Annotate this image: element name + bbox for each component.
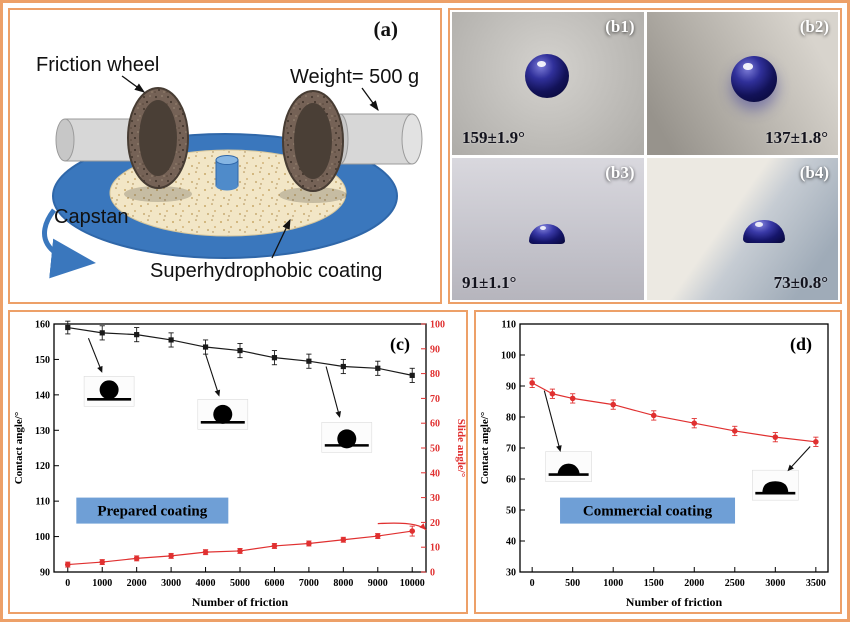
svg-text:90: 90 [506, 382, 516, 393]
svg-text:2000: 2000 [684, 578, 704, 589]
weight-label: Weight= 500 g [290, 66, 420, 88]
svg-text:50: 50 [506, 506, 516, 517]
center-pin [215, 155, 239, 191]
panel-a-schematic: Friction wheel Weight= 500 g Capstan Sup… [8, 8, 442, 304]
panel-b-photos: (b1) 159±1.9° (b2) 137±1.8° (b3) 91±1.1°… [448, 8, 842, 304]
water-droplet [525, 54, 569, 98]
svg-text:110: 110 [502, 320, 516, 331]
svg-text:100: 100 [430, 320, 445, 331]
svg-text:10000: 10000 [400, 578, 425, 589]
wheel-shadow [279, 187, 347, 203]
svg-text:3000: 3000 [161, 578, 181, 589]
svg-text:40: 40 [430, 468, 440, 479]
photo-b3: (b3) 91±1.1° [452, 157, 644, 300]
svg-text:500: 500 [565, 578, 580, 589]
apparatus-diagram [42, 75, 423, 279]
svg-text:160: 160 [35, 320, 50, 331]
contact-angle-value: 137±1.8° [765, 127, 828, 147]
svg-text:3000: 3000 [765, 578, 785, 589]
svg-text:150: 150 [35, 355, 50, 366]
svg-text:2000: 2000 [127, 578, 147, 589]
svg-text:1500: 1500 [644, 578, 664, 589]
svg-text:9000: 9000 [368, 578, 388, 589]
photo-label: (b2) [799, 17, 829, 36]
photo-b4: (b4) 73±0.8° [646, 157, 838, 300]
svg-text:30: 30 [506, 568, 516, 579]
coating-label: Superhydrophobic coating [150, 260, 383, 282]
water-droplet [529, 223, 565, 244]
svg-text:Slide angle/°: Slide angle/° [455, 419, 466, 478]
contact-angle-value: 91±1.1° [462, 273, 517, 292]
svg-text:7000: 7000 [299, 578, 319, 589]
wheel-shadow [124, 186, 192, 202]
friction-wheel-right [282, 90, 344, 192]
svg-text:120: 120 [35, 461, 50, 472]
svg-text:20: 20 [430, 518, 440, 529]
svg-text:0: 0 [65, 578, 70, 589]
panel-a-label: (a) [373, 17, 399, 41]
photo-b2: (b2) 137±1.8° [646, 12, 838, 155]
bottom-row: 0 1000 2000 3000 4000 5000 6000 7000 8000 9000 100… [8, 310, 842, 614]
svg-text:1000: 1000 [92, 578, 112, 589]
svg-text:140: 140 [35, 390, 50, 401]
svg-text:2500: 2500 [725, 578, 745, 589]
photo-label: (b1) [605, 17, 635, 36]
annotation-arrow-friction-wheel [121, 75, 146, 93]
contact-angle-value: 159±1.9° [462, 127, 525, 147]
contact-angle-value: 73±0.8° [773, 273, 828, 292]
prepared-coating-chart: 0 1000 2000 3000 4000 5000 6000 7000 8000 9000 100… [13, 320, 466, 610]
svg-text:Number of friction: Number of friction [192, 595, 289, 609]
svg-text:1000: 1000 [603, 578, 623, 589]
photo-label: (b4) [799, 162, 829, 182]
weight-cylinder [331, 113, 423, 165]
panel-c-chart: 0 1000 2000 3000 4000 5000 6000 7000 8000 9000 100… [8, 310, 468, 614]
svg-text:60: 60 [506, 475, 516, 486]
svg-text:8000: 8000 [333, 578, 353, 589]
friction-wheel-left [127, 87, 189, 189]
panel-d-chart: 0 500 1000 1500 2000 2500 3000 3500 Number of fr… [474, 310, 842, 614]
svg-text:110: 110 [36, 497, 50, 508]
svg-text:80: 80 [506, 413, 516, 424]
svg-text:Contact angle/°: Contact angle/° [479, 412, 491, 485]
capstan-label: Capstan [54, 206, 129, 228]
svg-text:10: 10 [430, 543, 440, 554]
svg-text:(c): (c) [390, 334, 410, 355]
svg-text:130: 130 [35, 426, 50, 437]
svg-text:0: 0 [430, 568, 435, 579]
photo-b1: (b1) 159±1.9° [452, 12, 644, 155]
svg-text:60: 60 [430, 419, 440, 430]
svg-text:3500: 3500 [806, 578, 826, 589]
svg-text:100: 100 [501, 351, 516, 362]
svg-text:6000: 6000 [264, 578, 284, 589]
svg-text:80: 80 [430, 369, 440, 380]
photo-label: (b3) [605, 162, 635, 182]
water-droplet [730, 56, 777, 102]
svg-text:Prepared coating: Prepared coating [97, 504, 207, 520]
svg-text:30: 30 [430, 493, 440, 504]
annotation-arrow-coating [271, 218, 291, 259]
svg-text:70: 70 [506, 444, 516, 455]
axle-left [55, 118, 136, 162]
top-row: Friction wheel Weight= 500 g Capstan Sup… [8, 8, 842, 304]
svg-text:0: 0 [530, 578, 535, 589]
svg-text:100: 100 [35, 532, 50, 543]
svg-text:Number of friction: Number of friction [626, 595, 723, 609]
rotation-arrow [42, 208, 96, 279]
water-droplet [742, 219, 785, 243]
svg-text:Commercial coating: Commercial coating [583, 504, 713, 520]
commercial-coating-chart: 0 500 1000 1500 2000 2500 3000 3500 Number of fr… [479, 320, 829, 609]
svg-text:70: 70 [430, 394, 440, 405]
svg-text:Contact angle/°: Contact angle/° [13, 412, 25, 485]
annotation-arrow-weight [361, 87, 379, 112]
svg-text:(d): (d) [790, 334, 812, 355]
svg-text:4000: 4000 [196, 578, 216, 589]
svg-text:5000: 5000 [230, 578, 250, 589]
svg-text:50: 50 [430, 444, 440, 455]
svg-text:40: 40 [506, 537, 516, 548]
svg-text:90: 90 [40, 568, 50, 579]
svg-text:90: 90 [430, 344, 440, 355]
friction-wheel-label: Friction wheel [36, 54, 160, 76]
